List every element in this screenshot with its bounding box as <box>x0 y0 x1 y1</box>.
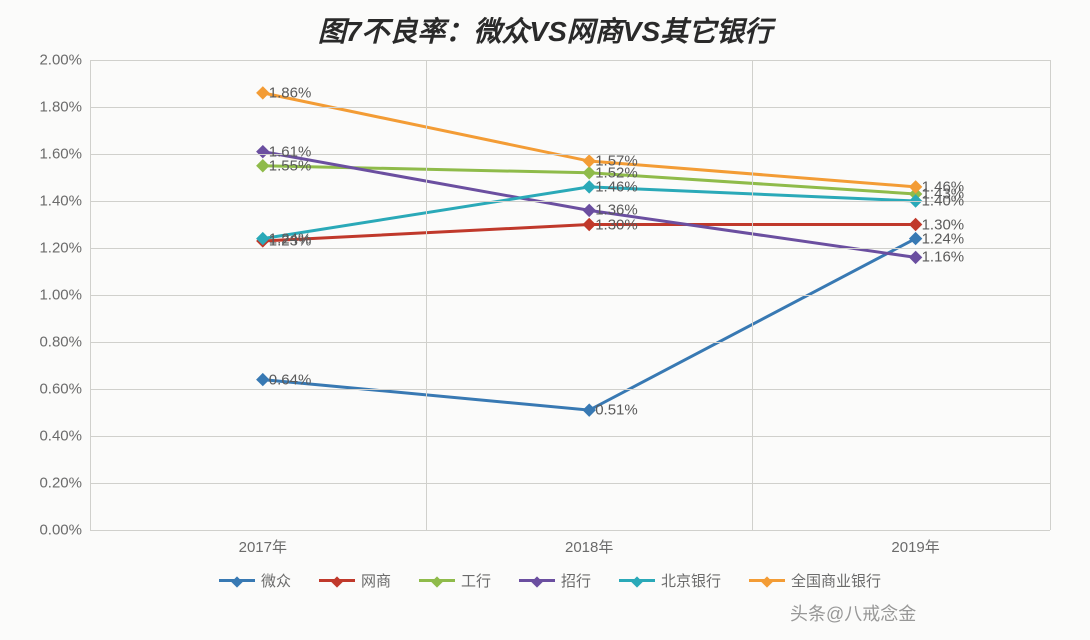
grid-line <box>90 107 1050 108</box>
legend-item: 网商 <box>319 570 391 591</box>
series-marker <box>910 233 922 245</box>
grid-line <box>90 60 1050 61</box>
x-tick-label: 2017年 <box>239 536 287 557</box>
legend-item: 微众 <box>219 570 291 591</box>
y-tick-label: 1.20% <box>39 240 82 257</box>
plot-area: 0.00%0.20%0.40%0.60%0.80%1.00%1.20%1.40%… <box>90 60 1050 530</box>
watermark: 头条@八戒念金 <box>790 600 916 626</box>
legend-swatch <box>519 579 555 582</box>
y-tick-label: 0.20% <box>39 475 82 492</box>
legend-label: 网商 <box>361 570 391 591</box>
legend-item: 全国商业银行 <box>749 570 881 591</box>
chart-container: 图7不良率：微众VS网商VS其它银行 0.00%0.20%0.40%0.60%0… <box>0 0 1090 640</box>
grid-line <box>90 483 1050 484</box>
legend-swatch <box>419 579 455 582</box>
y-tick-label: 2.00% <box>39 52 82 69</box>
series-marker <box>257 146 269 158</box>
x-tick-label: 2019年 <box>891 536 939 557</box>
legend-swatch <box>749 579 785 582</box>
legend-item: 招行 <box>519 570 591 591</box>
y-tick-label: 1.60% <box>39 146 82 163</box>
legend-label: 工行 <box>461 570 491 591</box>
grid-line <box>90 154 1050 155</box>
series-marker <box>583 181 595 193</box>
series-line <box>263 239 916 411</box>
grid-vline <box>752 60 753 530</box>
series-marker <box>257 374 269 386</box>
data-label: 1.46% <box>595 178 638 195</box>
x-tick-label: 2018年 <box>565 536 613 557</box>
y-tick-label: 1.40% <box>39 193 82 210</box>
data-label: 0.51% <box>595 402 638 419</box>
y-tick-label: 0.40% <box>39 428 82 445</box>
legend-label: 微众 <box>261 570 291 591</box>
series-marker <box>583 204 595 216</box>
data-label: 1.46% <box>922 178 965 195</box>
y-tick-label: 1.80% <box>39 99 82 116</box>
grid-line <box>90 530 1050 531</box>
grid-line <box>90 389 1050 390</box>
series-marker <box>910 219 922 231</box>
grid-line <box>90 342 1050 343</box>
series-marker <box>257 87 269 99</box>
series-marker <box>910 251 922 263</box>
legend-swatch <box>219 579 255 582</box>
chart-title: 图7不良率：微众VS网商VS其它银行 <box>0 10 1090 50</box>
grid-vline <box>90 60 91 530</box>
legend: 微众 网商 工行 招行 北京银行 全国商业银行 <box>120 570 980 591</box>
y-tick-label: 0.60% <box>39 381 82 398</box>
series-marker <box>583 167 595 179</box>
grid-line <box>90 201 1050 202</box>
legend-swatch <box>319 579 355 582</box>
legend-label: 招行 <box>561 570 591 591</box>
grid-line <box>90 248 1050 249</box>
y-tick-label: 1.00% <box>39 287 82 304</box>
series-marker <box>583 155 595 167</box>
y-tick-label: 0.80% <box>39 334 82 351</box>
legend-label: 全国商业银行 <box>791 570 881 591</box>
data-label: 1.16% <box>922 249 965 266</box>
data-label: 1.24% <box>269 230 312 247</box>
series-marker <box>583 219 595 231</box>
data-label: 0.64% <box>269 371 312 388</box>
grid-line <box>90 436 1050 437</box>
legend-label: 北京银行 <box>661 570 721 591</box>
series-marker <box>910 181 922 193</box>
grid-vline <box>1050 60 1051 530</box>
data-label: 1.30% <box>922 216 965 233</box>
data-label: 1.61% <box>269 143 312 160</box>
series-marker <box>583 404 595 416</box>
legend-swatch <box>619 579 655 582</box>
series-marker <box>257 160 269 172</box>
data-label: 1.86% <box>269 84 312 101</box>
legend-item: 北京银行 <box>619 570 721 591</box>
grid-line <box>90 295 1050 296</box>
y-tick-label: 0.00% <box>39 522 82 539</box>
data-label: 1.36% <box>595 202 638 219</box>
data-label: 1.57% <box>595 153 638 170</box>
grid-vline <box>426 60 427 530</box>
legend-item: 工行 <box>419 570 491 591</box>
